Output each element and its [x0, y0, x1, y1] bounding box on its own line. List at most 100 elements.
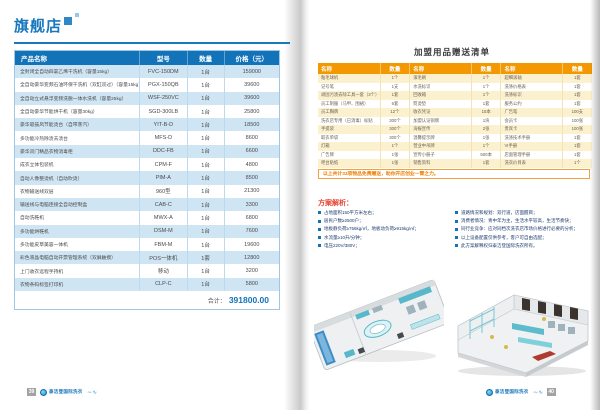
cell-model: SGD-300LB	[139, 104, 187, 119]
header-qty-3: 数量	[562, 63, 592, 74]
products-table-body: 全封闭全自动四氯乙烯干洗机（容量15kg） FVC-150DM 1台 15900…	[15, 65, 279, 292]
header-name-1: 名称	[321, 66, 333, 73]
cell-gift-name: 吧台贴纸	[321, 160, 339, 166]
cell-price: 18500	[223, 118, 279, 132]
cell-model: 移动	[139, 264, 187, 278]
cell-quantity: 1台	[186, 118, 224, 132]
cell-model: POS一体机	[139, 251, 187, 265]
cell-product-name: 彩色液晶电脑自动开票管理系统（双屏触摸）	[20, 256, 116, 262]
cell-gift-qty: 1支	[379, 82, 410, 91]
cell-product-name: 上门收衣远程手持机	[20, 269, 64, 275]
analysis-bullet: 地板静负荷≥756kg/㎡，地板动负荷≥915kg/㎡；	[318, 226, 452, 232]
cell-gift-qty: 500本	[470, 150, 501, 159]
cell-price: 3200	[223, 264, 279, 278]
analysis-heading: 方案解析：	[318, 200, 353, 207]
table-row: 豪华吸鼓风节能烫台（自带蒸汽） YIT-B-D 1台 18500	[15, 118, 279, 132]
cell-product-name: 输送线与电脑连接全自动控制盒	[20, 203, 88, 209]
square-decoration-icon	[64, 17, 72, 25]
analysis-bullet: 水流量≥10升/分钟；	[318, 235, 452, 241]
table-row: 全自动立式悬浮变频洗脱一体水洗机（容量25kg） WSF-250VC 1台 39…	[15, 91, 279, 105]
cell-price: 3300	[223, 197, 279, 212]
cell-gift-name: 回收箱	[409, 91, 471, 100]
cell-gift-name: 销售资料	[409, 159, 471, 168]
cell-gift-qty: 1套	[562, 74, 592, 83]
cell-gift-name: 洗衣价目表	[500, 159, 562, 168]
cell-gift-qty: 1张	[379, 159, 410, 168]
gift-table: 名称 数量 名称 数量 名称 数量 粘毛球机 1个 滚毛刷 1个 超细滚轴 1套	[318, 63, 592, 168]
cell-gift-name: 顽固污渍去除工具一套（3个）	[321, 92, 380, 98]
cell-model: 960型	[139, 184, 187, 198]
square-bullet-icon	[455, 211, 458, 215]
cell-product-name: 衣物输送线双层	[20, 189, 54, 195]
bullet-text: 道路情况和规划：双行道，店面醒目；	[461, 210, 538, 215]
signature-logo-icon: ∼∿	[532, 389, 544, 396]
cell-quantity: 1台	[186, 104, 224, 119]
square-bullet-icon	[455, 244, 458, 248]
header-name-2: 名称	[409, 63, 471, 74]
cell-price: 8500	[223, 171, 279, 185]
table-row: 全自动豪华节能烘干机（容量30kg） SGD-300LB 1台 25800	[15, 104, 279, 119]
square-bullet-icon	[318, 227, 321, 231]
cell-product-name: 豪华吸鼓风节能烫台（自带蒸汽）	[20, 123, 92, 129]
page-number: 40	[546, 388, 556, 396]
cell-gift-qty: 1套	[562, 91, 592, 100]
cell-gift-qty: 1个	[562, 159, 592, 168]
cell-gift-name: 加盟认证铜牌	[409, 116, 471, 125]
cell-gift-name: 员工制服（马甲、围裙）	[321, 100, 369, 106]
cell-gift-name: 超细滚轴	[500, 74, 562, 83]
cell-quantity: 1台	[186, 211, 224, 225]
page-gutter-shadow	[284, 0, 314, 410]
cell-gift-name: 熨烫垫	[409, 99, 471, 108]
gift-table-row: 广告牌 1张 宣传小册子 500本 店面管理手册 1套	[318, 150, 592, 159]
right-page-footer: 泰洁登国际洗衣 ∼∿ 40	[486, 388, 556, 396]
cell-gift-qty: 100支	[562, 108, 592, 117]
square-bullet-icon	[318, 235, 321, 239]
analysis-bullets-left: 占地面积150平方米左右； 居民户数≥2500户； 地板静负荷≥756kg/㎡，…	[318, 210, 452, 251]
cell-price: 5800	[223, 277, 279, 292]
cell-gift-name: 粘毛球机	[321, 75, 339, 81]
cell-gift-name: 洗涤技术手册	[500, 133, 562, 142]
analysis-bullets-right: 道路情况和规划：双行道，店面醒目； 消费者情况：青中年为主，生活水平较高，生活节…	[455, 210, 595, 251]
cell-quantity: 1台	[186, 171, 224, 185]
square-bullet-icon	[455, 235, 458, 239]
square-bullet-icon	[455, 227, 458, 231]
analysis-bullet: 此方案解释权归泰洁登国际洗衣所有。	[455, 243, 595, 249]
cell-gift-qty: 1张	[470, 133, 501, 142]
cell-gift-qty: 15本	[470, 108, 501, 117]
cell-gift-qty: 100张	[562, 116, 592, 125]
table-row: 自动洗鞋机 MWX-A 1台 6800	[15, 211, 279, 225]
header-model: 型号	[139, 51, 187, 65]
cell-quantity: 1台	[186, 197, 224, 212]
table-row: 衣物输送线双层 960型 1台 21300	[15, 184, 279, 198]
cell-price: 6800	[223, 211, 279, 225]
cell-gift-qty: 1套	[470, 99, 501, 108]
left-page-footer: 39 泰洁登国际洗衣 ∼∿	[27, 388, 97, 396]
total-value: 391800.00	[228, 295, 269, 306]
gift-list-title: 加盟用品赠送清单	[413, 47, 490, 57]
cell-gift-name: 灯箱	[321, 143, 330, 149]
square-bullet-icon	[455, 219, 458, 223]
analysis-bullet: 消费者情况：青中年为主，生活水平较高，生活节奏快；	[455, 218, 595, 224]
cell-gift-name: 收衣凭证	[409, 108, 471, 117]
cell-price: 8600	[223, 131, 279, 145]
header-qty-1: 数量	[379, 63, 410, 74]
square-decoration-icon	[75, 13, 79, 17]
cell-model: CAB-C	[139, 197, 187, 212]
cell-model: FBM-M	[139, 237, 187, 252]
cell-gift-name: 洗涤价格表	[500, 82, 562, 91]
signature-logo-icon: ∼∿	[86, 389, 98, 396]
header-name-3: 名称	[500, 63, 562, 74]
cell-model: CPM-F	[139, 158, 187, 172]
cell-gift-qty: 1块	[470, 116, 501, 125]
table-row: 自动人像整烫机（自动吹烫） PIM-A 1台 8500	[15, 171, 279, 185]
gift-note: 以上共计33项物品免费赠送，助你开店创业一臂之力。	[318, 169, 590, 179]
brand-logo: 泰洁登国际洗衣	[40, 388, 83, 396]
brand-logo: 泰洁登国际洗衣	[486, 388, 529, 396]
bullet-text: 此方案解释权归泰洁登国际洗衣所有。	[461, 242, 538, 248]
products-table-header: 产品名称 型号 数量 价格（元）	[15, 51, 279, 65]
cell-gift-qty: 1个	[379, 142, 410, 151]
cell-model: FVC-150DM	[139, 65, 187, 79]
cell-gift-qty: 1套	[562, 99, 592, 108]
cell-gift-qty: 1个	[379, 74, 410, 83]
bullet-text: 同行业竞争：应对同档次洗衣店市场价格进行必要的分析；	[461, 226, 578, 232]
